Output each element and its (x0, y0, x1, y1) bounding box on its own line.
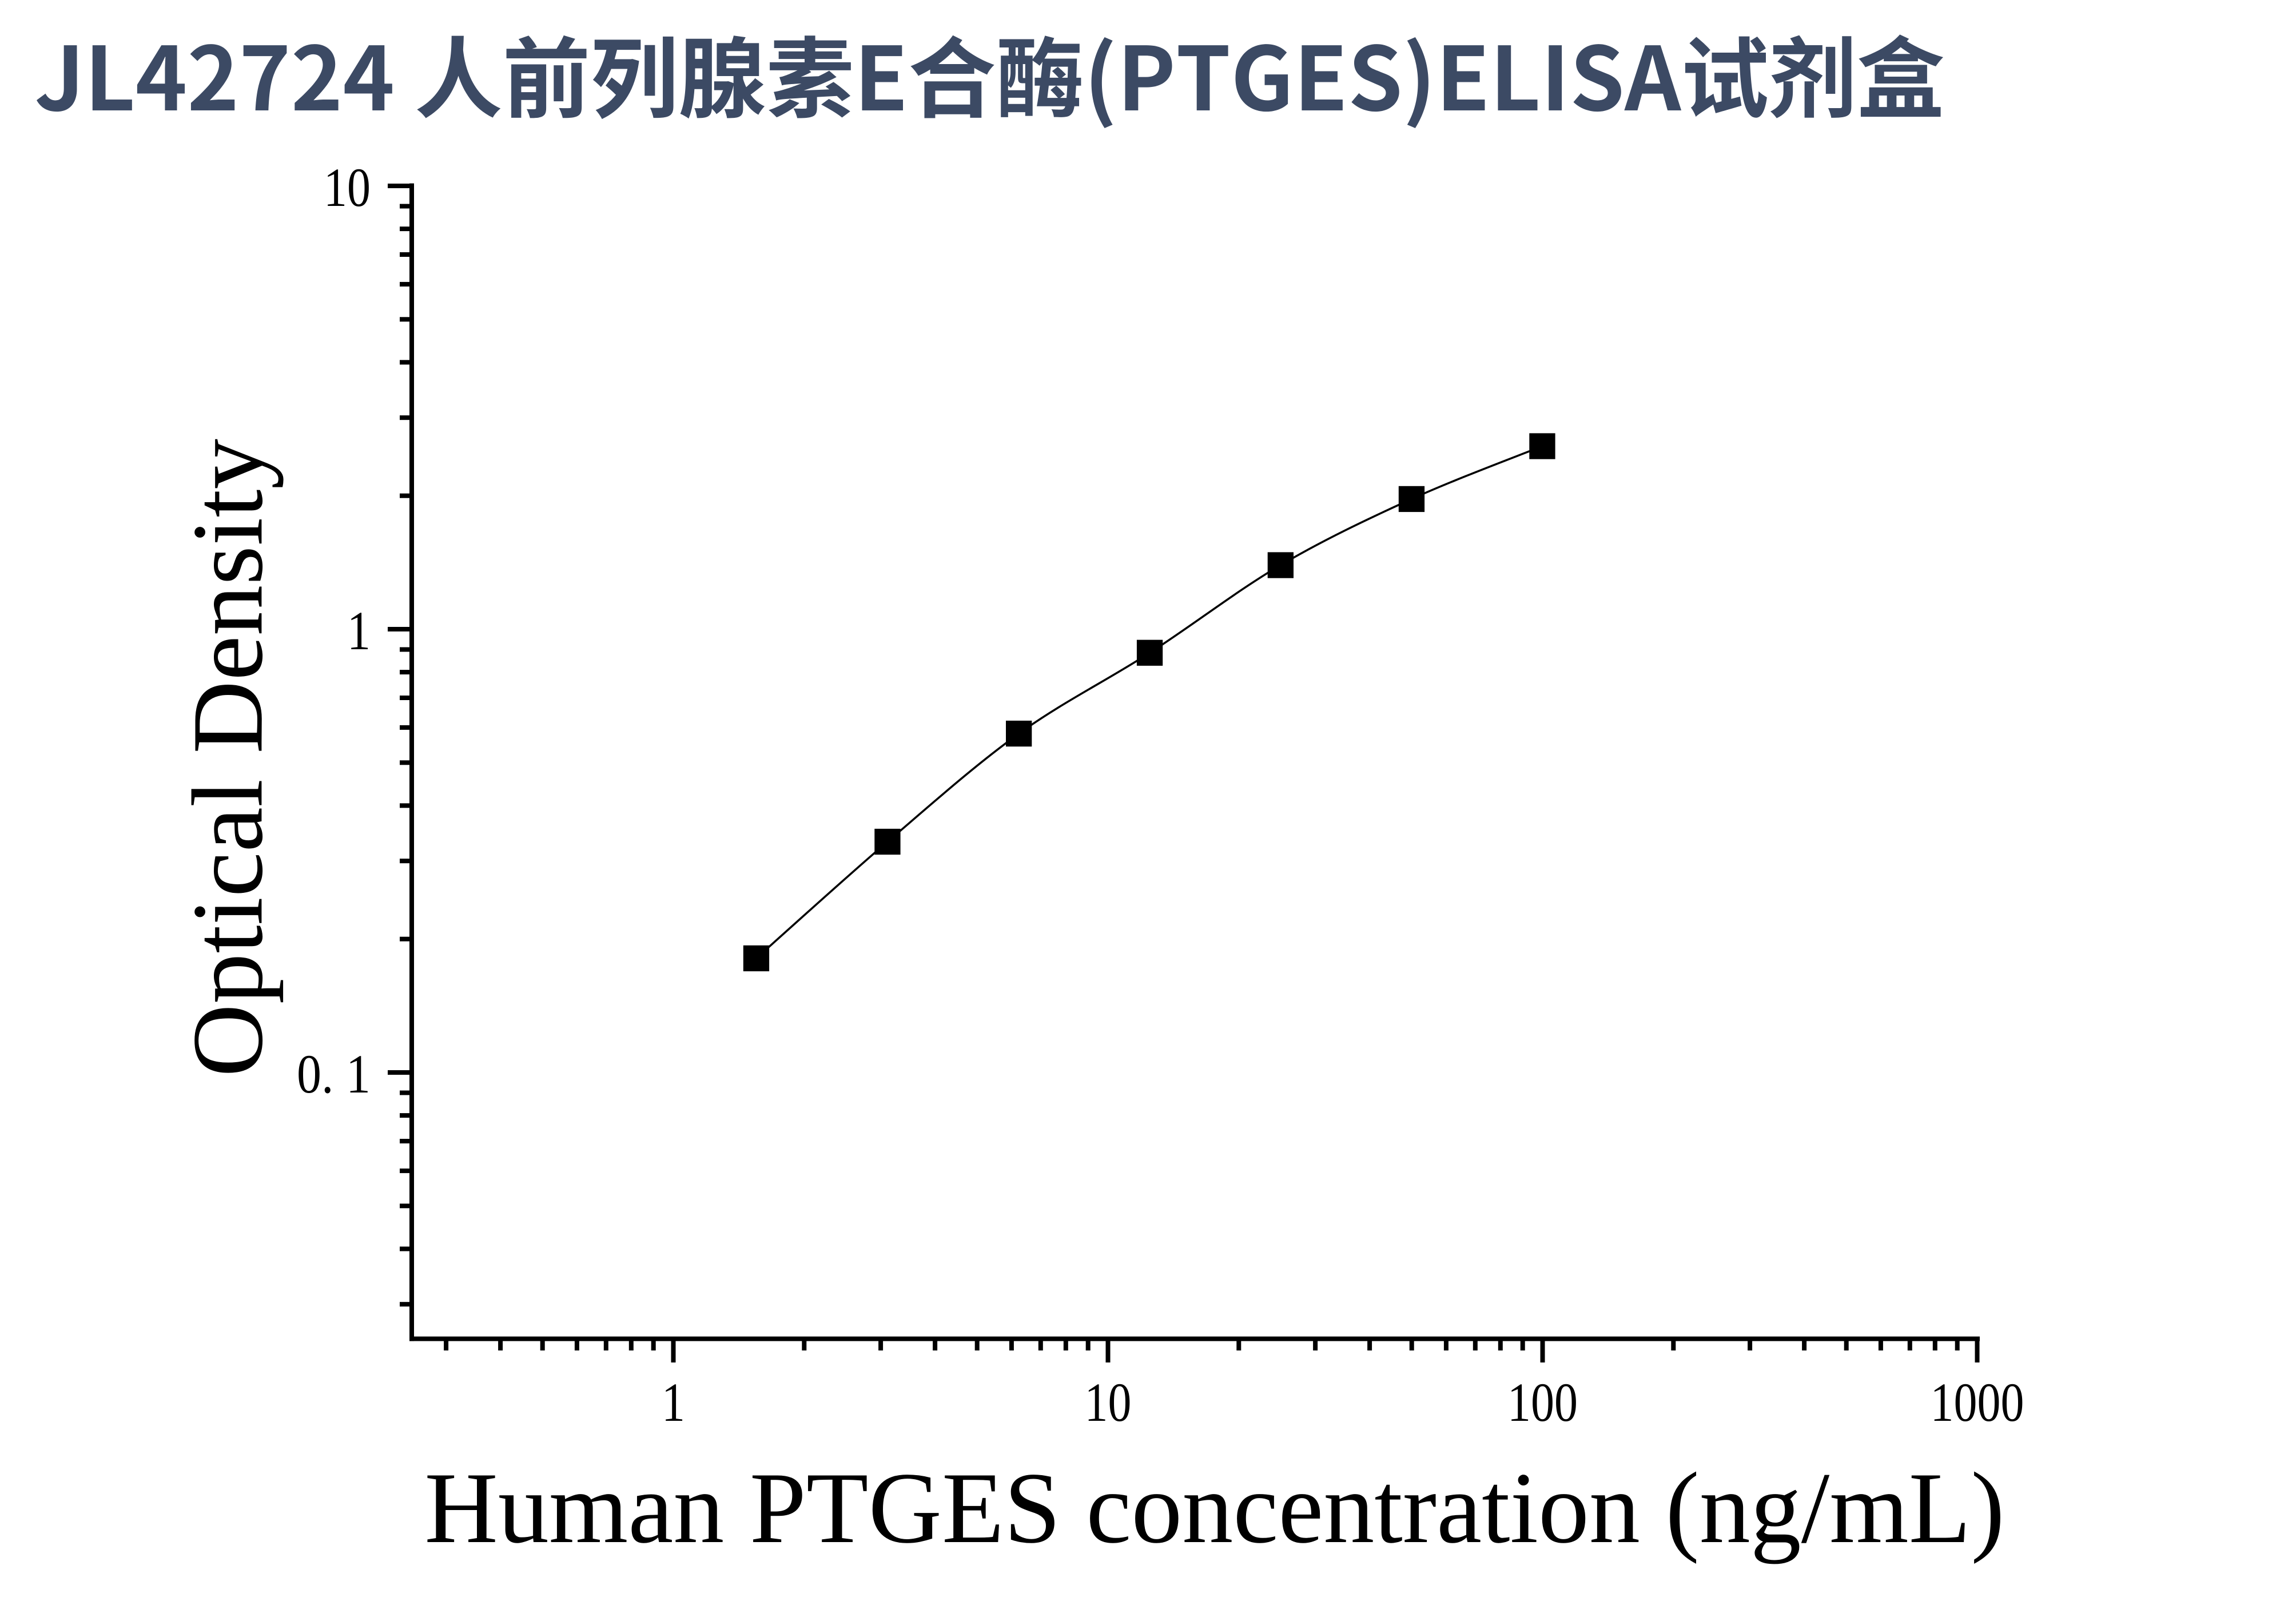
svg-text:10: 10 (324, 157, 371, 218)
svg-text:Optical Density: Optical Density (172, 439, 284, 1077)
svg-text:1: 1 (662, 1372, 685, 1433)
svg-text:1: 1 (347, 600, 371, 661)
svg-text:Human PTGES concentration (ng/: Human PTGES concentration (ng/mL) (424, 1451, 2004, 1564)
svg-text:10: 10 (1085, 1372, 1132, 1433)
svg-text:1000: 1000 (1931, 1372, 2024, 1433)
svg-text:0. 1: 0. 1 (297, 1043, 371, 1105)
svg-text:100: 100 (1507, 1372, 1578, 1433)
